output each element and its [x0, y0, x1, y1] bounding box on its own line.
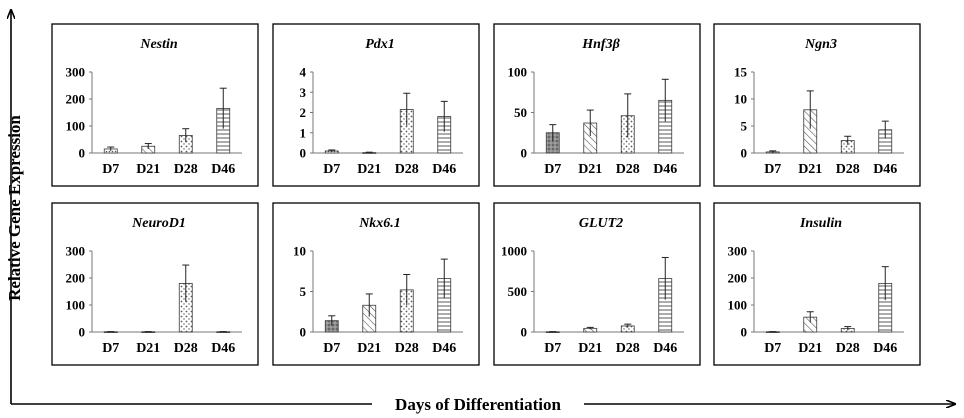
- category-label: D21: [578, 341, 602, 356]
- category-label: D46: [873, 341, 897, 356]
- y-tick-label: 0: [741, 146, 748, 161]
- y-tick-label: 10: [734, 92, 747, 107]
- category-label: D28: [395, 162, 419, 177]
- panel-frame: [51, 202, 259, 366]
- category-label: D28: [616, 162, 640, 177]
- panel-title: Ngn3: [804, 37, 837, 52]
- chart-panel: Nkx6.1 0 5 10 D7 D21 D28 D46: [272, 202, 480, 366]
- category-label: D46: [653, 162, 677, 177]
- category-label: D28: [174, 162, 198, 177]
- category-label: D21: [357, 162, 381, 177]
- category-label: D21: [136, 162, 160, 177]
- category-label: D7: [323, 162, 340, 177]
- category-label: D21: [136, 341, 160, 356]
- y-tick-label: 0: [741, 325, 748, 340]
- chart-panel: Nestin 0 100 200 300 D7 D21 D28 D46: [51, 23, 259, 187]
- category-label: D28: [395, 341, 419, 356]
- y-tick-label: 100: [728, 298, 748, 313]
- chart-panel: Pdx1 0 1 2 3 4 D7 D21 D28 D46: [272, 23, 480, 187]
- y-tick-label: 1000: [501, 244, 527, 259]
- y-tick-label: 100: [66, 119, 86, 134]
- y-tick-label: 100: [66, 298, 86, 313]
- panel-title: Hnf3β: [581, 37, 620, 52]
- category-label: D21: [578, 162, 602, 177]
- category-label: D28: [836, 162, 860, 177]
- category-label: D28: [836, 341, 860, 356]
- category-label: D7: [102, 162, 119, 177]
- category-label: D7: [544, 341, 561, 356]
- y-tick-label: 10: [293, 244, 306, 259]
- category-label: D46: [211, 162, 235, 177]
- y-tick-label: 2: [300, 105, 307, 120]
- category-label: D7: [323, 341, 340, 356]
- y-tick-label: 300: [66, 244, 86, 259]
- category-label: D28: [174, 341, 198, 356]
- chart-panel: Insulin 0 100 200 300 D7 D21 D28 D46: [713, 202, 921, 366]
- y-tick-label: 200: [728, 271, 748, 286]
- category-label: D46: [432, 162, 456, 177]
- y-tick-label: 3: [300, 85, 307, 100]
- y-tick-label: 200: [66, 271, 86, 286]
- category-label: D46: [432, 341, 456, 356]
- chart-panel: NeuroD1 0 100 200 300 D7 D21 D28 D46: [51, 202, 259, 366]
- y-tick-label: 0: [521, 325, 528, 340]
- category-label: D46: [653, 341, 677, 356]
- category-label: D21: [798, 341, 822, 356]
- category-label: D21: [357, 341, 381, 356]
- y-tick-label: 0: [300, 325, 307, 340]
- panel-title: GLUT2: [579, 216, 623, 231]
- y-tick-label: 500: [508, 284, 528, 299]
- category-label: D28: [616, 341, 640, 356]
- y-tick-label: 300: [66, 65, 86, 80]
- y-tick-label: 5: [300, 284, 307, 299]
- y-tick-label: 200: [66, 92, 86, 107]
- category-label: D46: [211, 341, 235, 356]
- y-tick-label: 1: [300, 125, 307, 140]
- panel-title: Nestin: [139, 37, 178, 52]
- panel-title: Pdx1: [365, 37, 395, 52]
- y-tick-label: 5: [741, 119, 748, 134]
- category-label: D7: [102, 341, 119, 356]
- y-tick-label: 0: [79, 325, 86, 340]
- chart-panel: Ngn3 0 5 10 15 D7 D21 D28 D46: [713, 23, 921, 187]
- panel-title: NeuroD1: [131, 216, 186, 231]
- y-tick-label: 4: [300, 65, 307, 80]
- category-label: D7: [544, 162, 561, 177]
- y-tick-label: 0: [79, 146, 86, 161]
- chart-panel: Hnf3β 0 50 100 D7 D21 D28 D46: [493, 23, 701, 187]
- panel-frame: [713, 23, 921, 187]
- category-label: D46: [873, 162, 897, 177]
- y-tick-label: 0: [300, 146, 307, 161]
- y-axis-title: Relative Gene Expression: [5, 115, 24, 301]
- category-label: D7: [764, 162, 781, 177]
- y-tick-label: 15: [734, 65, 748, 80]
- y-tick-label: 100: [508, 65, 528, 80]
- category-label: D7: [764, 341, 781, 356]
- x-axis-title: Days of Differentiation: [395, 395, 561, 414]
- y-tick-label: 0: [521, 146, 528, 161]
- y-tick-label: 300: [728, 244, 748, 259]
- panel-title: Insulin: [799, 216, 842, 231]
- chart-panel: GLUT2 0 500 1000 D7 D21 D28 D46: [493, 202, 701, 366]
- x-axis-title-gap: [372, 394, 584, 414]
- panel-title: Nkx6.1: [358, 216, 401, 231]
- category-label: D21: [798, 162, 822, 177]
- y-tick-label: 50: [514, 105, 527, 120]
